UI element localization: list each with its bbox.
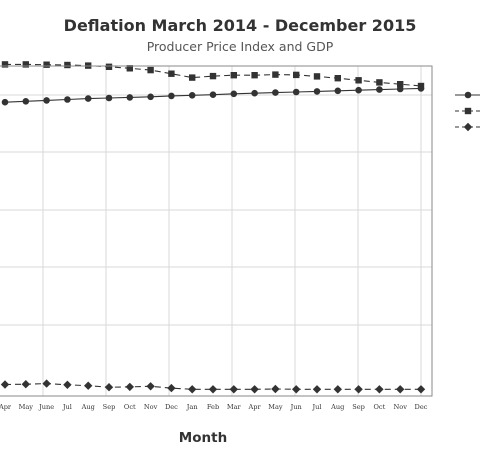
data-point — [147, 93, 154, 101]
data-point — [209, 91, 217, 98]
x-tick-label: Feb — [207, 403, 219, 411]
x-tick-label: June — [38, 403, 54, 411]
chart-subtitle: Producer Price Index and GDP — [147, 39, 334, 54]
x-tick-label: Mar — [227, 403, 242, 411]
data-point — [355, 86, 362, 94]
data-point — [397, 81, 404, 88]
legend-marker-sample — [463, 122, 473, 132]
legend-marker-sample — [464, 91, 472, 99]
data-point — [22, 61, 29, 68]
x-tick-label: Aug — [81, 403, 96, 411]
series-lines — [4, 63, 422, 390]
data-point — [292, 88, 300, 96]
data-point — [42, 379, 51, 388]
data-point — [104, 383, 114, 392]
data-point — [313, 73, 321, 80]
data-point — [208, 385, 218, 394]
data-point — [125, 382, 134, 392]
data-point — [1, 98, 9, 106]
data-point — [229, 385, 238, 394]
chart-title: Deflation March 2014 - December 2015 — [64, 16, 417, 35]
data-point — [250, 385, 259, 394]
x-tick-label: Jul — [312, 403, 322, 411]
x-tick-label: Sep — [352, 403, 365, 411]
x-tick-label: Oct — [124, 403, 136, 411]
x-tick-labels: Apr May June Jul Aug Sep Oct Nov Dec Jan Feb Mar Apr… — [0, 403, 428, 411]
data-point — [354, 385, 363, 394]
x-axis-label: Month — [179, 430, 227, 446]
data-point — [251, 72, 258, 79]
data-point — [355, 77, 362, 84]
data-point — [334, 75, 341, 82]
legend-marker-sample — [464, 107, 472, 115]
x-tick-label: Jun — [290, 403, 303, 411]
x-tick-label: May — [268, 403, 283, 411]
data-point — [312, 385, 322, 394]
gridlines — [0, 66, 432, 396]
data-point — [63, 380, 72, 389]
data-point — [272, 71, 279, 78]
data-point — [84, 381, 93, 390]
x-tick-label: Dec — [415, 403, 428, 411]
data-point — [126, 65, 133, 72]
data-point — [251, 89, 258, 97]
data-point — [272, 89, 279, 96]
x-tick-label: Nov — [144, 403, 158, 411]
data-point — [209, 72, 217, 80]
data-point — [43, 97, 50, 104]
data-point — [146, 382, 155, 391]
data-point — [417, 85, 425, 92]
plot-frame — [0, 65, 433, 397]
data-point — [333, 385, 342, 394]
data-point — [189, 74, 196, 81]
data-point — [167, 383, 176, 393]
data-point — [313, 88, 321, 95]
x-tick-label: Oct — [374, 403, 386, 411]
data-point — [147, 66, 154, 74]
data-point — [188, 385, 197, 394]
data-point — [64, 61, 71, 69]
x-tick-label: May — [19, 403, 34, 411]
data-point — [188, 92, 196, 99]
data-point — [376, 86, 383, 93]
data-point — [22, 98, 30, 105]
x-tick-label: Nov — [393, 403, 407, 411]
data-point — [230, 72, 237, 79]
data-point — [375, 385, 384, 394]
x-tick-label: Sep — [103, 403, 116, 411]
data-point — [126, 94, 134, 101]
data-point — [271, 384, 280, 394]
x-tick-label: Apr — [0, 403, 12, 411]
x-tick-label: Dec — [165, 403, 178, 411]
data-point — [105, 63, 113, 70]
data-point — [43, 61, 50, 68]
data-point — [105, 94, 113, 102]
data-point — [168, 70, 175, 77]
data-point — [416, 385, 426, 394]
data-point — [64, 96, 71, 103]
data-point — [168, 92, 175, 100]
x-tick-label: Jul — [62, 403, 72, 411]
x-tick-label: Jan — [186, 403, 199, 411]
x-tick-label: Aug — [330, 403, 345, 411]
data-point — [396, 85, 404, 93]
data-point — [230, 90, 238, 98]
data-point — [376, 79, 383, 86]
data-point — [21, 380, 30, 389]
data-point — [0, 380, 10, 389]
data-point — [293, 71, 300, 79]
series-markers — [0, 61, 426, 394]
x-tick-label: Apr — [248, 403, 262, 411]
data-point — [396, 385, 405, 394]
data-point — [1, 61, 9, 68]
legend — [455, 91, 480, 132]
data-point — [292, 385, 301, 394]
data-point — [334, 87, 342, 95]
data-point — [84, 95, 92, 102]
